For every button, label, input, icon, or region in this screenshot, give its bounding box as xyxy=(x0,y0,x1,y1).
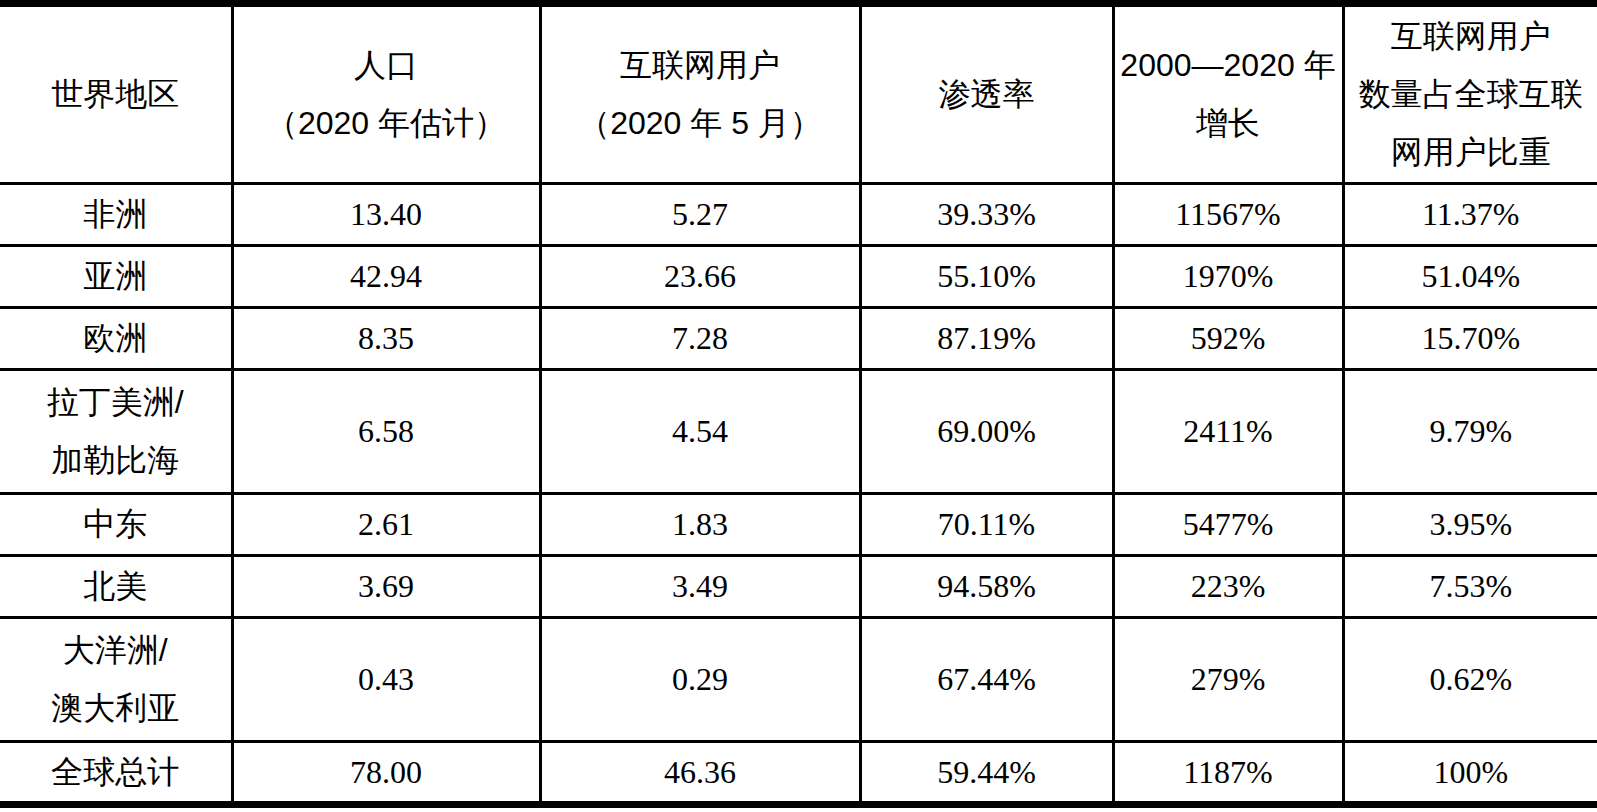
region-name-text: 澳大利亚 xyxy=(0,679,231,737)
table-header: 世界地区人口（2020 年估计）互联网用户（2020 年 5 月）渗透率2000… xyxy=(0,4,1597,184)
cell-share: 15.70% xyxy=(1343,307,1597,369)
region-name-text: 加勒比海 xyxy=(0,431,231,489)
cell-penetration: 94.58% xyxy=(860,555,1113,617)
cell-penetration: 55.10% xyxy=(860,245,1113,307)
cell-share: 9.79% xyxy=(1343,369,1597,493)
column-header-text: 渗透率 xyxy=(862,65,1112,123)
cell-growth: 1970% xyxy=(1113,245,1343,307)
column-header-text: 世界地区 xyxy=(0,65,231,123)
cell-internet_users: 4.54 xyxy=(540,369,860,493)
column-header-text: 2000—2020 年 xyxy=(1115,36,1342,94)
cell-penetration: 70.11% xyxy=(860,493,1113,555)
cell-region: 非洲 xyxy=(0,183,232,245)
cell-share: 7.53% xyxy=(1343,555,1597,617)
cell-population: 6.58 xyxy=(232,369,540,493)
cell-growth: 1187% xyxy=(1113,741,1343,804)
world-internet-users-table: 世界地区人口（2020 年估计）互联网用户（2020 年 5 月）渗透率2000… xyxy=(0,0,1597,808)
table-row: 拉丁美洲/加勒比海6.584.5469.00%2411%9.79% xyxy=(0,369,1597,493)
table-row: 非洲13.405.2739.33%11567%11.37% xyxy=(0,183,1597,245)
cell-region: 中东 xyxy=(0,493,232,555)
cell-growth: 5477% xyxy=(1113,493,1343,555)
table-row: 大洋洲/澳大利亚0.430.2967.44%279%0.62% xyxy=(0,617,1597,741)
column-header-region: 世界地区 xyxy=(0,4,232,184)
cell-internet_users: 23.66 xyxy=(540,245,860,307)
region-name-text: 北美 xyxy=(0,557,231,615)
cell-population: 0.43 xyxy=(232,617,540,741)
column-header-text: 网用户比重 xyxy=(1345,123,1597,181)
column-header-text: 人口 xyxy=(234,36,539,94)
cell-population: 13.40 xyxy=(232,183,540,245)
cell-share: 3.95% xyxy=(1343,493,1597,555)
region-name-text: 大洋洲/ xyxy=(0,621,231,679)
cell-internet_users: 5.27 xyxy=(540,183,860,245)
cell-population: 3.69 xyxy=(232,555,540,617)
cell-penetration: 87.19% xyxy=(860,307,1113,369)
column-header-internet_users: 互联网用户（2020 年 5 月） xyxy=(540,4,860,184)
column-header-text: 互联网用户 xyxy=(542,36,859,94)
cell-internet_users: 1.83 xyxy=(540,493,860,555)
table-row: 亚洲42.9423.6655.10%1970%51.04% xyxy=(0,245,1597,307)
column-header-text: （2020 年 5 月） xyxy=(542,94,859,152)
cell-region: 北美 xyxy=(0,555,232,617)
cell-growth: 2411% xyxy=(1113,369,1343,493)
cell-penetration: 69.00% xyxy=(860,369,1113,493)
column-header-text: （2020 年估计） xyxy=(234,94,539,152)
document-page: 世界地区人口（2020 年估计）互联网用户（2020 年 5 月）渗透率2000… xyxy=(0,0,1597,812)
cell-internet_users: 3.49 xyxy=(540,555,860,617)
cell-internet_users: 0.29 xyxy=(540,617,860,741)
column-header-population: 人口（2020 年估计） xyxy=(232,4,540,184)
region-name-text: 拉丁美洲/ xyxy=(0,373,231,431)
cell-growth: 11567% xyxy=(1113,183,1343,245)
cell-share: 100% xyxy=(1343,741,1597,804)
cell-penetration: 39.33% xyxy=(860,183,1113,245)
cell-population: 42.94 xyxy=(232,245,540,307)
cell-region: 拉丁美洲/加勒比海 xyxy=(0,369,232,493)
cell-growth: 279% xyxy=(1113,617,1343,741)
cell-region: 大洋洲/澳大利亚 xyxy=(0,617,232,741)
region-name-text: 中东 xyxy=(0,495,231,553)
cell-penetration: 59.44% xyxy=(860,741,1113,804)
cell-share: 51.04% xyxy=(1343,245,1597,307)
column-header-growth: 2000—2020 年增长 xyxy=(1113,4,1343,184)
cell-population: 8.35 xyxy=(232,307,540,369)
column-header-penetration: 渗透率 xyxy=(860,4,1113,184)
table-body: 非洲13.405.2739.33%11567%11.37%亚洲42.9423.6… xyxy=(0,183,1597,804)
cell-share: 11.37% xyxy=(1343,183,1597,245)
region-name-text: 亚洲 xyxy=(0,247,231,305)
region-name-text: 全球总计 xyxy=(0,743,231,801)
cell-penetration: 67.44% xyxy=(860,617,1113,741)
cell-region: 亚洲 xyxy=(0,245,232,307)
column-header-share: 互联网用户数量占全球互联网用户比重 xyxy=(1343,4,1597,184)
cell-internet_users: 7.28 xyxy=(540,307,860,369)
column-header-text: 数量占全球互联 xyxy=(1345,65,1597,123)
column-header-text: 互联网用户 xyxy=(1345,7,1597,65)
cell-growth: 223% xyxy=(1113,555,1343,617)
table-row: 北美3.693.4994.58%223%7.53% xyxy=(0,555,1597,617)
header-row: 世界地区人口（2020 年估计）互联网用户（2020 年 5 月）渗透率2000… xyxy=(0,4,1597,184)
cell-internet_users: 46.36 xyxy=(540,741,860,804)
cell-share: 0.62% xyxy=(1343,617,1597,741)
cell-region: 全球总计 xyxy=(0,741,232,804)
table-row: 中东2.611.8370.11%5477%3.95% xyxy=(0,493,1597,555)
column-header-text: 增长 xyxy=(1115,94,1342,152)
region-name-text: 欧洲 xyxy=(0,309,231,367)
cell-growth: 592% xyxy=(1113,307,1343,369)
table-row: 全球总计78.0046.3659.44%1187%100% xyxy=(0,741,1597,804)
cell-population: 2.61 xyxy=(232,493,540,555)
region-name-text: 非洲 xyxy=(0,185,231,243)
cell-population: 78.00 xyxy=(232,741,540,804)
table-row: 欧洲8.357.2887.19%592%15.70% xyxy=(0,307,1597,369)
cell-region: 欧洲 xyxy=(0,307,232,369)
